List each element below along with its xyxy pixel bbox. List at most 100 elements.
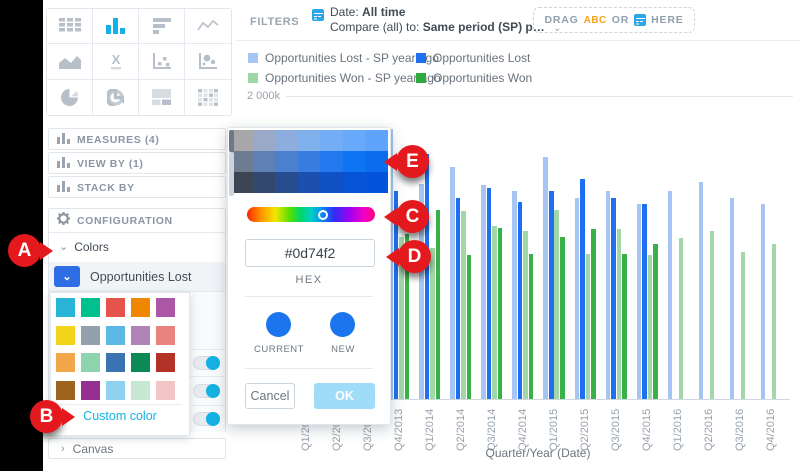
color-swatch[interactable]	[56, 380, 75, 400]
shade-cell[interactable]	[230, 172, 253, 193]
bar	[399, 236, 404, 399]
date-filter[interactable]: Date: All time	[330, 5, 405, 19]
color-measure-selector-row[interactable]: ⌄ Opportunities Lost	[49, 262, 225, 292]
color-swatch[interactable]	[106, 353, 125, 372]
measure-dropdown-button[interactable]: ⌄	[54, 266, 80, 287]
viz-type-headline[interactable]: X	[93, 44, 139, 80]
color-swatch[interactable]	[156, 325, 175, 345]
legend-item[interactable]: Opportunities Won - SP year ago	[248, 71, 441, 85]
color-swatch[interactable]	[106, 298, 125, 317]
bar	[559, 236, 565, 399]
shade-cell[interactable]	[320, 172, 343, 193]
scrollbar-track[interactable]	[229, 152, 234, 196]
bucket-stack-by[interactable]: STACK BY	[48, 176, 226, 198]
colors-section-row[interactable]: ⌄ Colors	[49, 232, 225, 260]
shade-cell[interactable]	[297, 151, 321, 172]
shade-cell[interactable]	[275, 172, 298, 193]
bubble-chart-icon	[199, 53, 217, 70]
canvas-section-row[interactable]: › Canvas	[48, 438, 226, 459]
shade-cell[interactable]	[320, 151, 343, 172]
viz-type-scatter-plot[interactable]	[139, 44, 185, 80]
toggle-switch[interactable]	[193, 356, 220, 370]
shade-cell[interactable]	[275, 151, 298, 172]
shade-cell[interactable]	[252, 172, 276, 193]
y-axis-tick-label: 2 000k	[246, 90, 280, 102]
shade-cell[interactable]	[365, 151, 388, 172]
hex-input[interactable]	[245, 239, 375, 267]
color-swatch[interactable]	[81, 380, 100, 400]
scrollbar-thumb[interactable]	[229, 130, 234, 152]
shade-cell[interactable]	[365, 172, 388, 193]
bucket-view-by[interactable]: VIEW BY (1)	[48, 152, 226, 174]
current-label: CURRENT	[254, 344, 304, 355]
viz-type-line-chart[interactable]	[185, 9, 231, 45]
legend-item[interactable]: Opportunities Lost	[416, 51, 530, 65]
shade-cell[interactable]	[230, 130, 253, 151]
divider	[59, 404, 181, 405]
x-axis-tick-label: Q2/2014	[454, 408, 467, 451]
cancel-button[interactable]: Cancel	[245, 383, 295, 409]
bar	[548, 191, 554, 399]
shade-cell[interactable]	[297, 130, 321, 151]
color-swatch[interactable]	[156, 298, 175, 317]
shade-cell[interactable]	[342, 172, 366, 193]
shade-cell[interactable]	[320, 130, 343, 151]
area-chart-icon	[58, 55, 81, 69]
color-swatch[interactable]	[81, 353, 100, 372]
viz-type-table[interactable]	[47, 9, 93, 45]
selected-measure-label: Opportunities Lost	[90, 269, 192, 284]
shade-cell[interactable]	[252, 130, 276, 151]
bar	[435, 209, 441, 399]
color-swatch[interactable]	[131, 353, 150, 372]
color-swatch[interactable]	[56, 325, 75, 345]
viz-type-bar-chart[interactable]	[139, 9, 185, 45]
viz-type-column-chart[interactable]	[93, 9, 139, 45]
bar	[528, 253, 534, 399]
color-swatch[interactable]	[81, 325, 100, 345]
shade-cell[interactable]	[342, 130, 366, 151]
color-swatch[interactable]	[81, 298, 100, 317]
legend-label: Opportunities Won	[433, 71, 533, 85]
color-swatch[interactable]	[131, 380, 150, 400]
shade-cell[interactable]	[275, 130, 298, 151]
color-swatch[interactable]	[131, 298, 150, 317]
color-swatch[interactable]	[156, 353, 175, 372]
x-axis-tick-label: Q4/2015	[641, 408, 654, 451]
color-swatch[interactable]	[56, 298, 75, 317]
viz-type-donut-chart[interactable]	[93, 79, 139, 115]
bucket-measures[interactable]: MEASURES (4)	[48, 128, 226, 150]
legend-swatch	[416, 73, 426, 83]
hex-label: HEX	[295, 274, 323, 286]
chevron-down-icon: ⌄	[59, 241, 69, 253]
viz-type-heatmap[interactable]	[185, 79, 231, 115]
shade-cell[interactable]	[342, 151, 366, 172]
legend-item[interactable]: Opportunities Lost - SP year ago	[248, 51, 439, 65]
toggle-switch[interactable]	[193, 412, 220, 426]
hue-marker[interactable]	[318, 209, 328, 220]
toggle-switch[interactable]	[193, 384, 220, 398]
saturation-grid[interactable]	[230, 130, 388, 193]
color-swatch[interactable]	[156, 380, 175, 400]
viz-type-treemap[interactable]	[139, 79, 185, 115]
shade-cell[interactable]	[230, 151, 253, 172]
x-axis-tick-label: Q2/2015	[579, 408, 592, 451]
color-swatch[interactable]	[106, 380, 125, 400]
pie-chart-icon	[61, 88, 78, 106]
legend-item[interactable]: Opportunities Won	[416, 71, 532, 85]
color-swatch[interactable]	[56, 353, 75, 372]
compare-filter[interactable]: Compare (all) to: Same period (SP) p… ⌄	[330, 20, 561, 34]
callout-badge-e: E	[396, 145, 429, 178]
shade-cell[interactable]	[252, 151, 276, 172]
viz-type-pie-chart[interactable]	[47, 79, 93, 115]
configuration-header[interactable]: CONFIGURATION	[49, 209, 225, 232]
hue-slider[interactable]	[247, 207, 375, 222]
filter-drop-zone[interactable]: DRAG ABC OR HERE	[533, 7, 695, 33]
ok-button[interactable]: OK	[314, 383, 375, 409]
color-swatch[interactable]	[131, 325, 150, 345]
color-swatch[interactable]	[106, 325, 125, 345]
viz-type-bubble-chart[interactable]	[185, 44, 231, 80]
custom-color-link[interactable]: Custom color	[83, 409, 157, 423]
shade-cell[interactable]	[297, 172, 321, 193]
shade-cell[interactable]	[365, 130, 388, 151]
viz-type-area-chart[interactable]	[47, 44, 93, 80]
